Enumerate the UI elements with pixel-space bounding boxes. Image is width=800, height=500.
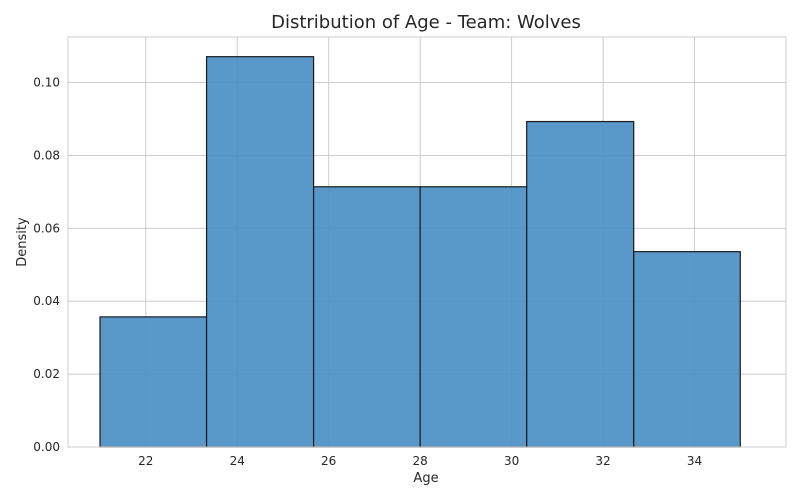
chart-title: Distribution of Age - Team: Wolves bbox=[271, 12, 581, 33]
y-tick-label: 0.04 bbox=[33, 294, 60, 308]
histogram-bar bbox=[419, 186, 528, 448]
y-tick-label: 0.08 bbox=[33, 148, 60, 162]
y-tick-label: 0.06 bbox=[33, 221, 60, 235]
y-axis-ticks: 0.00 0.02 0.04 0.06 0.08 0.10 bbox=[33, 76, 60, 454]
x-tick-label: 32 bbox=[595, 454, 610, 468]
y-axis-label: Density bbox=[15, 217, 30, 267]
histogram-bar bbox=[633, 251, 741, 448]
x-tick-label: 28 bbox=[412, 454, 427, 468]
histogram-bar bbox=[526, 120, 635, 448]
y-tick-label: 0.02 bbox=[33, 367, 60, 381]
histogram-bar bbox=[312, 186, 421, 448]
y-tick-label: 0.10 bbox=[33, 76, 60, 90]
plot-frame bbox=[67, 36, 787, 448]
x-axis-label: Age bbox=[413, 471, 438, 486]
histogram-bar bbox=[205, 56, 315, 448]
histogram-bar bbox=[99, 316, 208, 448]
x-tick-label: 30 bbox=[504, 454, 519, 468]
x-tick-label: 26 bbox=[321, 454, 336, 468]
bars-layer bbox=[99, 56, 741, 448]
x-axis-ticks: 22 24 26 28 30 32 34 bbox=[138, 454, 702, 468]
x-tick-label: 34 bbox=[687, 454, 702, 468]
y-tick-label: 0.00 bbox=[33, 440, 60, 454]
x-tick-label: 24 bbox=[230, 454, 245, 468]
x-tick-label: 22 bbox=[138, 454, 153, 468]
